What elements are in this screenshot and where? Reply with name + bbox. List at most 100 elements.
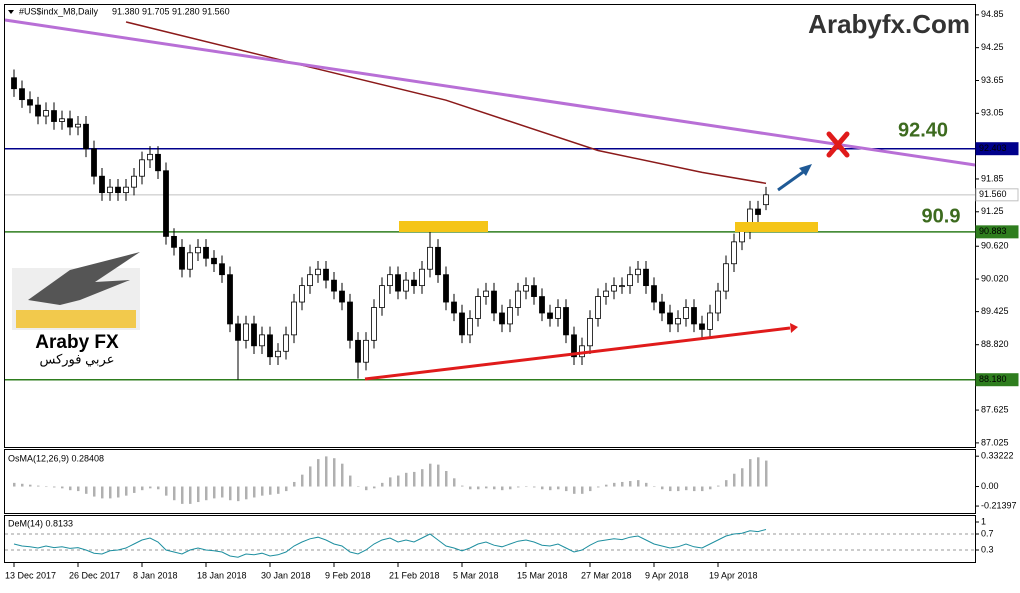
osma-bar [597, 486, 600, 488]
candle-body [115, 186, 121, 194]
candle-body [715, 290, 721, 314]
x-tick-label: 26 Dec 2017 [69, 570, 120, 580]
candle-body [595, 296, 601, 319]
osma-bar [533, 486, 536, 488]
arrow-head [799, 164, 812, 176]
osma-bar [541, 486, 544, 490]
candle-body [283, 334, 289, 352]
y-tick-label: 94.85 [981, 9, 1004, 19]
osma-bar [669, 486, 672, 492]
price-label: 88.180 [979, 374, 1007, 384]
candle-body [211, 257, 217, 265]
symbol-title: #US$indx_M8,Daily [19, 6, 99, 16]
price-label-bg [975, 142, 1019, 156]
candle-body [179, 246, 185, 270]
x-tick-label: 5 Mar 2018 [453, 570, 499, 580]
candle-body [347, 301, 353, 341]
osma-bar [381, 482, 384, 487]
candle-body [379, 285, 385, 308]
candle-body [403, 279, 409, 292]
osma-bar [197, 486, 200, 503]
x-tick-label: 19 Apr 2018 [709, 570, 758, 580]
osma-bar [165, 486, 168, 496]
candle-body [123, 186, 129, 194]
osma-bar [141, 486, 144, 491]
candle-body [43, 110, 49, 117]
candle-body [707, 312, 713, 330]
candle-body [19, 88, 25, 101]
y-tick-label: 0.3 [981, 544, 994, 554]
osma-bar [77, 486, 80, 492]
osma-bar [373, 486, 376, 489]
candle-body [459, 312, 465, 336]
osma-bar [509, 486, 512, 490]
osma-bar [205, 486, 208, 501]
candle-body [555, 307, 561, 319]
candle-body [619, 285, 625, 288]
candle-body [499, 312, 505, 325]
menu-arrow [8, 10, 14, 14]
osma-bar [661, 486, 664, 490]
osma-bar [757, 457, 760, 487]
candle-body [411, 279, 417, 287]
candle-body [475, 296, 481, 319]
osma-bar [261, 486, 264, 496]
candle-body [323, 268, 329, 281]
osma-bar [341, 463, 344, 487]
x-tick-label: 27 Mar 2018 [581, 570, 632, 580]
candle-body [603, 290, 609, 297]
price-label-bg [975, 225, 1019, 239]
candle-body [435, 246, 441, 276]
dem-panel [4, 515, 976, 563]
candle-body [763, 194, 769, 206]
candle-body [83, 123, 89, 150]
price-label: 91.560 [979, 189, 1007, 199]
candle-body [147, 153, 153, 161]
osma-bar [445, 471, 448, 487]
osma-bar [573, 486, 576, 494]
candle-body [419, 268, 425, 287]
osma-bar [701, 486, 704, 492]
x-tick-label: 18 Jan 2018 [197, 570, 247, 580]
osma-bar [237, 486, 240, 502]
osma-bar [301, 474, 304, 487]
y-tick-label: 0.00 [981, 481, 999, 491]
candle-body [547, 312, 553, 319]
osma-bar [109, 486, 112, 499]
candle-body [75, 123, 81, 128]
ohlc-values: 91.380 91.705 91.280 91.560 [112, 6, 230, 16]
osma-bar [685, 486, 688, 491]
price-label: 92.403 [979, 143, 1007, 153]
candle-body [427, 246, 433, 270]
osma-bar [565, 486, 568, 492]
osma-bar [717, 485, 720, 487]
candle-body [155, 153, 161, 172]
candle-body [371, 307, 377, 341]
osma-bar [437, 464, 440, 487]
candle-body [395, 274, 401, 292]
candle-body [259, 334, 265, 347]
osma-bar [477, 486, 480, 490]
y-tick-label: 87.625 [981, 404, 1009, 414]
osma-bar [733, 473, 736, 487]
highlight-box [735, 222, 818, 232]
osma-bar [581, 486, 584, 494]
osma-bar [157, 486, 160, 490]
x-tick-label: 13 Dec 2017 [5, 570, 56, 580]
y-tick-label: 1 [981, 516, 986, 526]
candle-body [139, 159, 145, 177]
candle-body [171, 235, 177, 248]
osma-bar [37, 485, 40, 487]
osma-bar [725, 480, 728, 487]
candle-body [515, 290, 521, 308]
resistance-trendline [4, 18, 976, 167]
candle-body [187, 252, 193, 270]
osma-bar [469, 486, 472, 490]
price-label-bg [975, 373, 1019, 387]
osma-bar [549, 486, 552, 491]
candle-body [483, 290, 489, 297]
osma-bar [293, 481, 296, 487]
candle-body [659, 301, 665, 314]
